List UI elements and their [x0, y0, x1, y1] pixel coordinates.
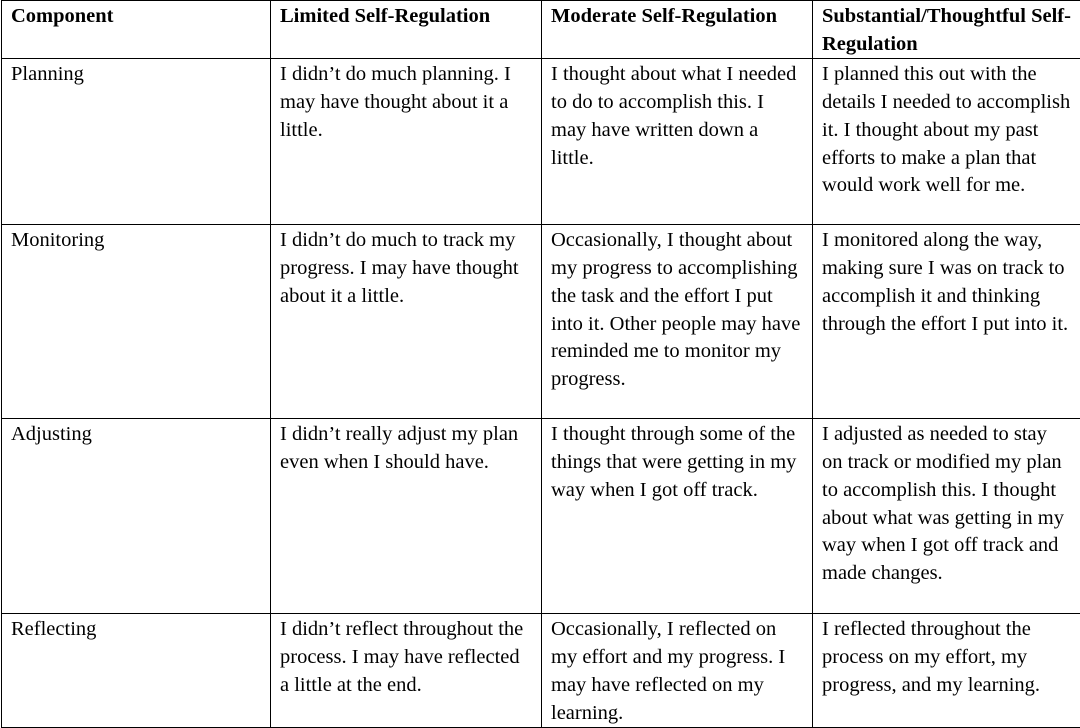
limited-cell: I didn’t do much to track my progress. I… — [271, 225, 542, 419]
limited-cell: I didn’t do much planning. I may have th… — [271, 59, 542, 225]
limited-cell: I didn’t really adjust my plan even when… — [271, 419, 542, 614]
header-limited: Limited Self-Regulation — [271, 1, 542, 59]
limited-cell: I didn’t reflect throughout the process.… — [271, 614, 542, 728]
table-row: Planning I didn’t do much planning. I ma… — [2, 59, 1080, 225]
header-row: Component Limited Self-Regulation Modera… — [2, 1, 1080, 59]
table-row: Adjusting I didn’t really adjust my plan… — [2, 419, 1080, 614]
component-cell: Reflecting — [2, 614, 271, 728]
moderate-cell: I thought through some of the things tha… — [542, 419, 813, 614]
moderate-cell: I thought about what I needed to do to a… — [542, 59, 813, 225]
component-cell: Planning — [2, 59, 271, 225]
table-row: Monitoring I didn’t do much to track my … — [2, 225, 1080, 419]
moderate-cell: Occasionally, I thought about my progres… — [542, 225, 813, 419]
moderate-cell: Occasionally, I reflected on my effort a… — [542, 614, 813, 728]
substantial-cell: I planned this out with the details I ne… — [813, 59, 1080, 225]
component-cell: Monitoring — [2, 225, 271, 419]
table-row: Reflecting I didn’t reflect throughout t… — [2, 614, 1080, 728]
header-component: Component — [2, 1, 271, 59]
substantial-cell: I reflected throughout the process on my… — [813, 614, 1080, 728]
header-moderate: Moderate Self-Regulation — [542, 1, 813, 59]
component-cell: Adjusting — [2, 419, 271, 614]
header-substantial: Substantial/Thoughtful Self-Regulation — [813, 1, 1080, 59]
substantial-cell: I adjusted as needed to stay on track or… — [813, 419, 1080, 614]
substantial-cell: I monitored along the way, making sure I… — [813, 225, 1080, 419]
